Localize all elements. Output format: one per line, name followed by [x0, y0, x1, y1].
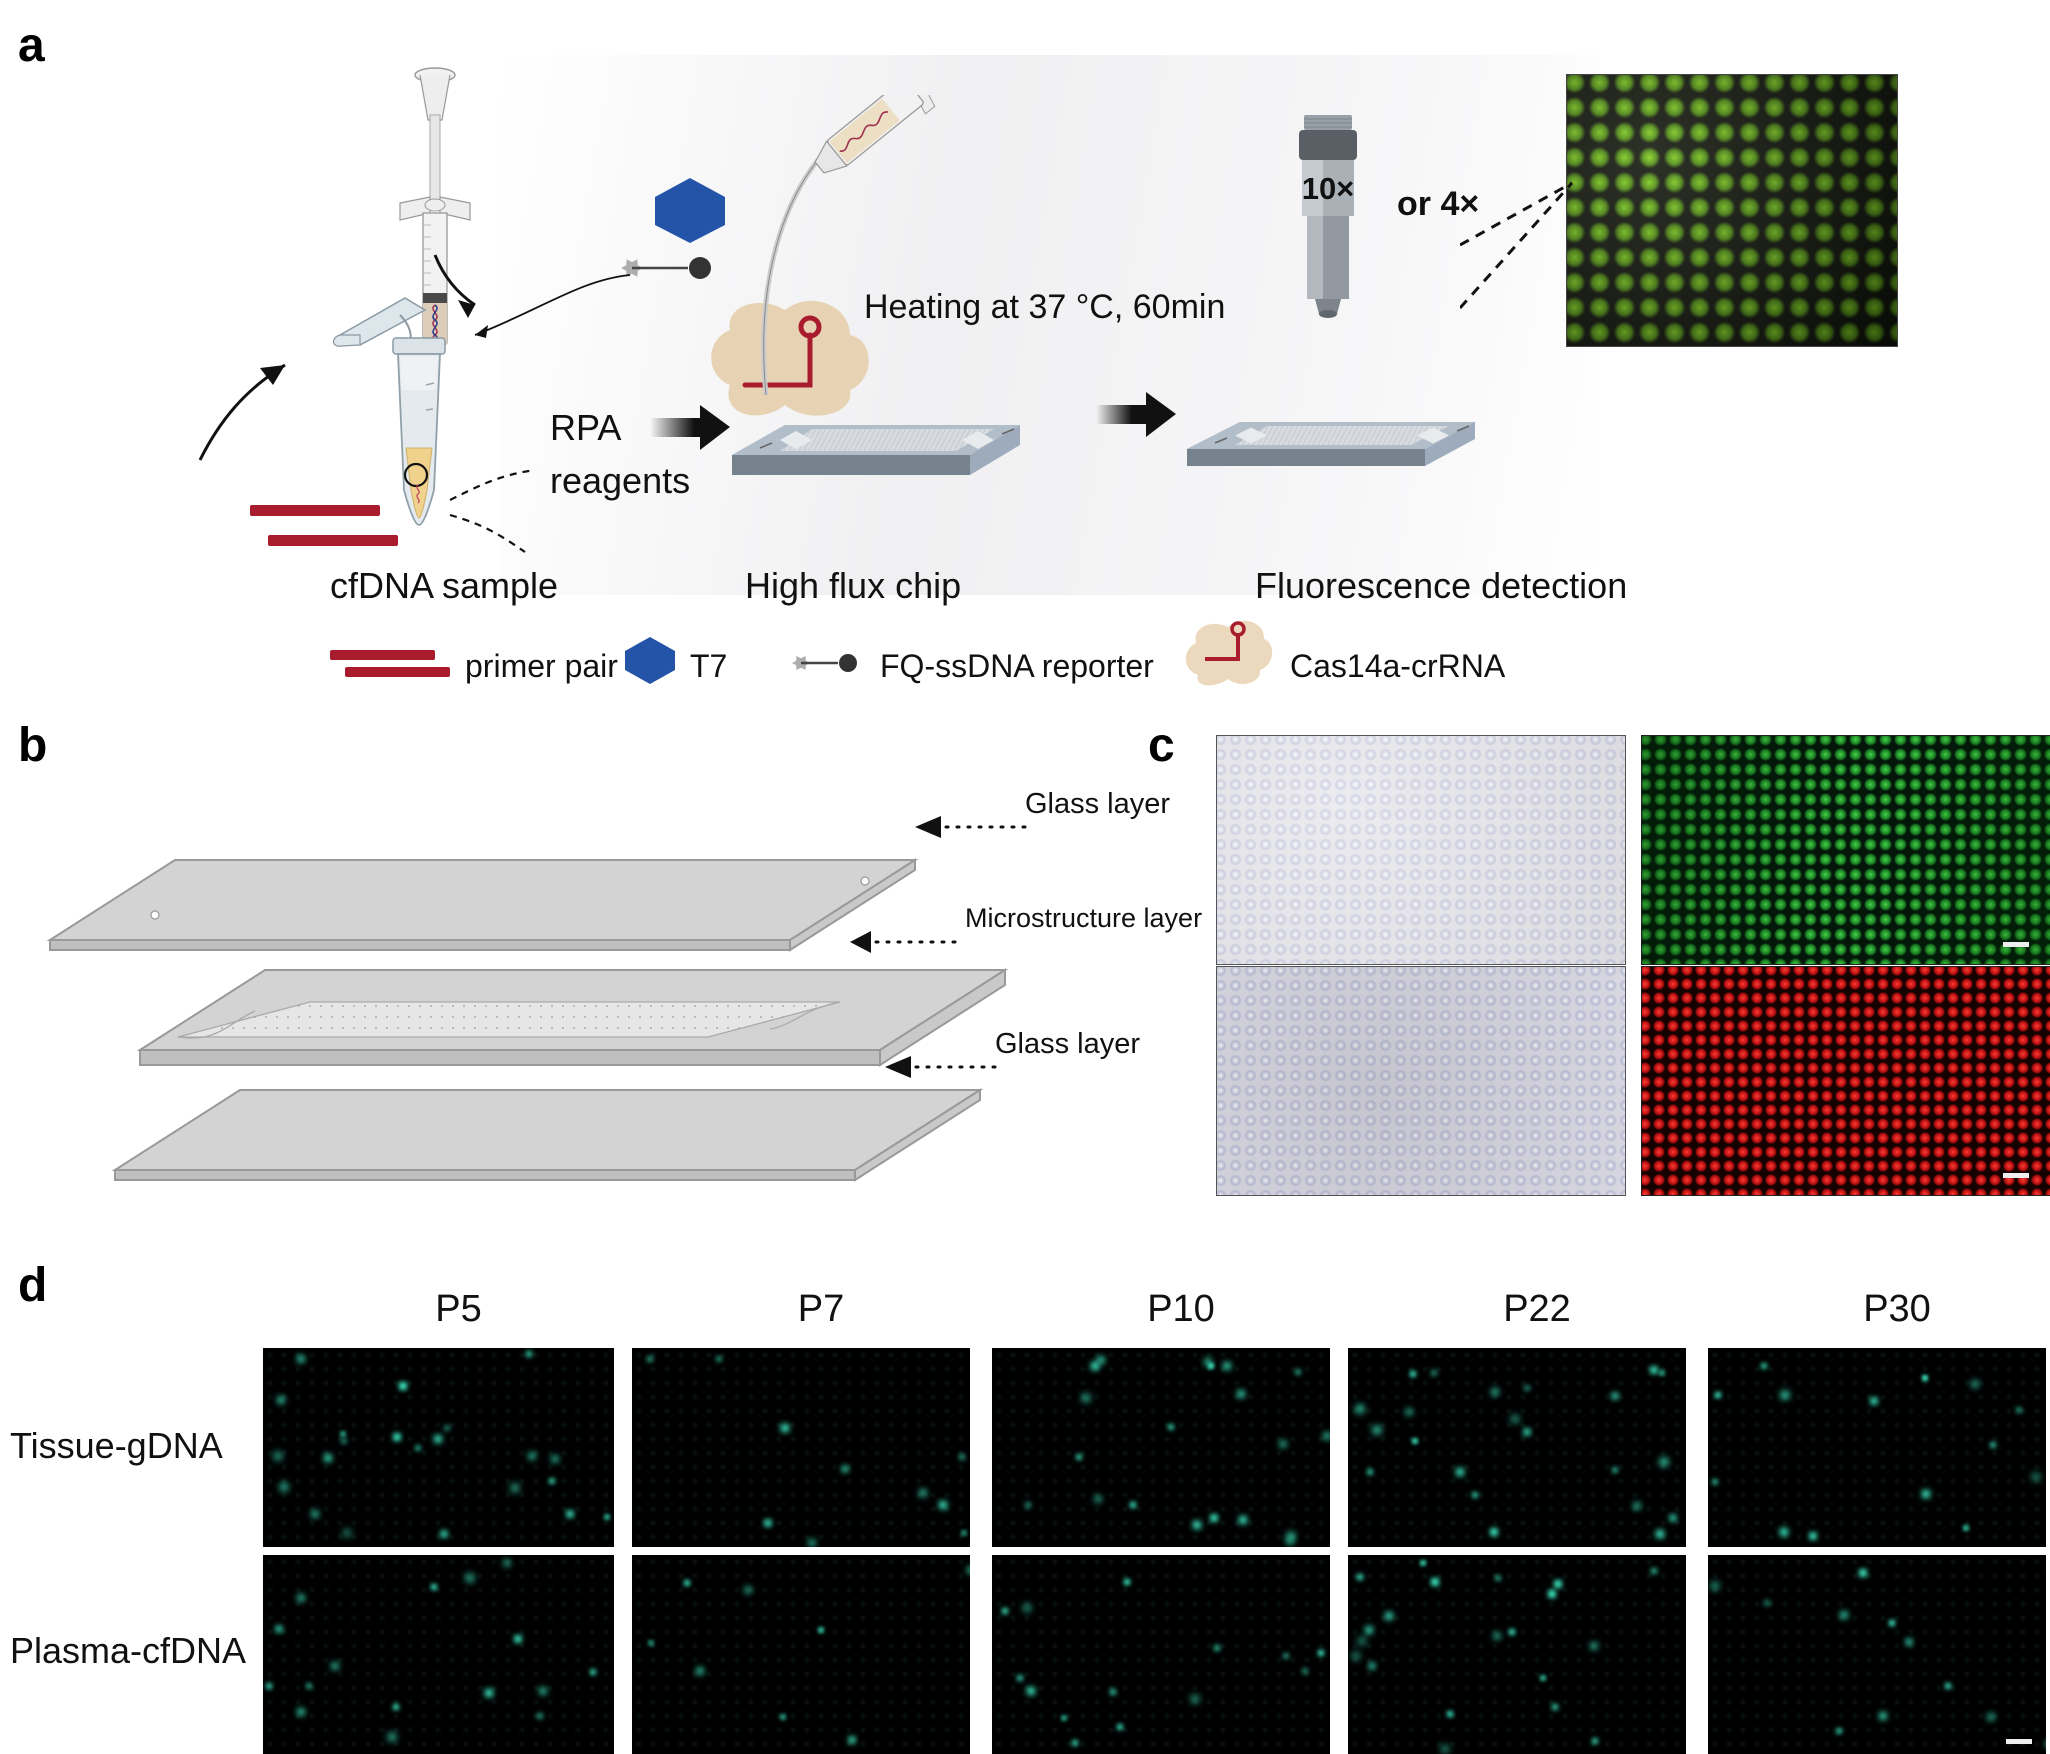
svg-text:10×: 10×: [1302, 171, 1355, 206]
